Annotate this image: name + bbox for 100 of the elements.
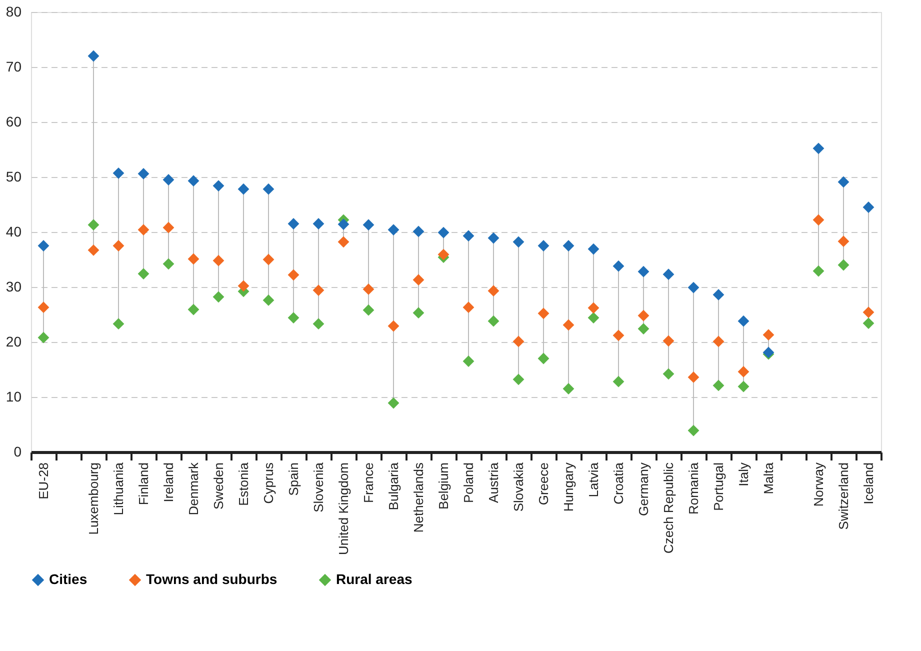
x-tick-label: Czech Republic xyxy=(661,462,676,554)
point xyxy=(38,302,50,314)
y-tick-label: 0 xyxy=(14,444,22,460)
point xyxy=(812,214,824,226)
x-tick-label: Portugal xyxy=(711,462,726,511)
point xyxy=(212,291,224,303)
point xyxy=(188,175,200,187)
x-tick-label: Lithuania xyxy=(111,462,126,516)
point xyxy=(662,335,674,347)
point xyxy=(538,308,550,320)
point xyxy=(562,383,574,394)
y-tick-label: 50 xyxy=(6,168,22,184)
point xyxy=(238,280,250,292)
point xyxy=(38,240,50,252)
point xyxy=(438,226,450,238)
point xyxy=(462,356,474,367)
y-tick-label: 80 xyxy=(6,4,22,20)
point xyxy=(688,424,700,436)
y-tick-label: 70 xyxy=(6,58,22,74)
point xyxy=(162,222,174,234)
point xyxy=(212,254,224,266)
x-tick-label: Slovakia xyxy=(511,462,526,512)
x-tick-label: Switzerland xyxy=(836,462,851,530)
point xyxy=(88,50,100,62)
point xyxy=(862,202,874,213)
x-tick-label: Luxembourg xyxy=(86,462,101,535)
point xyxy=(638,323,650,334)
point xyxy=(388,224,400,236)
point xyxy=(362,304,374,316)
x-tick-label: Sweden xyxy=(211,462,226,510)
x-tick-label: Slovenia xyxy=(311,462,326,512)
point xyxy=(712,289,724,300)
point xyxy=(138,168,150,180)
point xyxy=(88,244,100,256)
x-tick-label: Denmark xyxy=(186,462,201,516)
point xyxy=(112,167,124,179)
point xyxy=(138,224,150,236)
point xyxy=(862,306,874,318)
point xyxy=(688,372,700,383)
point xyxy=(262,183,274,195)
x-tick-label: France xyxy=(361,462,376,503)
point xyxy=(488,315,500,327)
point xyxy=(412,307,424,319)
point xyxy=(88,219,100,231)
point xyxy=(288,269,300,281)
x-tick-label: Cyprus xyxy=(261,462,276,504)
point xyxy=(488,285,500,297)
point xyxy=(838,259,850,271)
point xyxy=(838,176,850,188)
point xyxy=(738,380,750,392)
point xyxy=(462,302,474,314)
x-tick-label: Croatia xyxy=(611,462,626,504)
point xyxy=(712,380,724,392)
x-tick-label: Norway xyxy=(811,462,826,507)
x-tick-label: Romania xyxy=(686,462,701,515)
point xyxy=(538,352,550,364)
y-tick-label: 40 xyxy=(6,224,22,240)
point xyxy=(712,336,724,348)
x-tick-label: Italy xyxy=(736,462,751,486)
point xyxy=(412,226,424,238)
point xyxy=(438,248,450,260)
point xyxy=(238,183,250,195)
x-tick-label: Estonia xyxy=(236,462,251,506)
point xyxy=(688,282,700,294)
x-tick-label: Greece xyxy=(536,462,551,506)
point xyxy=(188,253,200,265)
point xyxy=(362,219,374,231)
legend-label: Rural areas xyxy=(336,571,412,587)
point xyxy=(338,236,350,248)
point xyxy=(112,318,124,330)
x-tick-label: EU-28 xyxy=(36,462,51,500)
point xyxy=(138,268,150,280)
y-tick-label: 60 xyxy=(6,114,22,130)
point xyxy=(562,240,574,252)
point xyxy=(288,312,300,324)
x-tick-label: Latvia xyxy=(586,462,601,498)
point xyxy=(588,302,600,314)
y-tick-label: 10 xyxy=(6,388,22,404)
point xyxy=(812,142,824,154)
point xyxy=(38,332,50,344)
point xyxy=(588,312,600,324)
point xyxy=(312,318,324,330)
point xyxy=(812,265,824,277)
point xyxy=(312,284,324,296)
x-tick-label: Hungary xyxy=(561,462,576,512)
point xyxy=(662,268,674,280)
x-tick-label: Bulgaria xyxy=(386,462,401,510)
point xyxy=(638,266,650,278)
point xyxy=(512,374,524,386)
point xyxy=(262,254,274,266)
point xyxy=(612,330,624,342)
point xyxy=(762,329,774,341)
point xyxy=(662,368,674,380)
point xyxy=(488,232,500,244)
legend-label: Cities xyxy=(49,571,88,587)
point xyxy=(838,236,850,248)
x-tick-label: Poland xyxy=(461,462,476,503)
y-tick-label: 30 xyxy=(6,278,22,294)
point xyxy=(338,218,350,230)
x-tick-label: Netherlands xyxy=(411,462,426,533)
